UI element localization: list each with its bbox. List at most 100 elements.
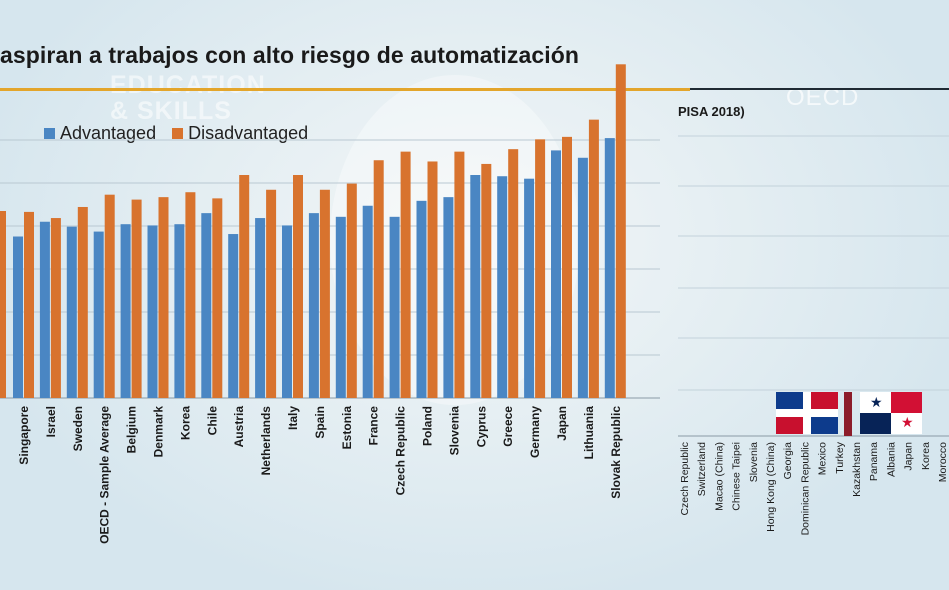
bar-disadvantaged-slovenia bbox=[454, 151, 465, 398]
panama-flag: ★ ★ bbox=[860, 392, 922, 434]
watermark-line1: EDUCATION bbox=[110, 71, 266, 99]
bar-advantaged-netherlands bbox=[255, 218, 266, 398]
right-tick-label-dominican-republic: Dominican Republic bbox=[799, 442, 811, 535]
right-tick-label-switzerland: Switzerland bbox=[696, 442, 708, 496]
legend-item-advantaged: Advantaged bbox=[44, 123, 156, 144]
x-tick-label-korea: Korea bbox=[178, 406, 192, 440]
bar-advantaged-lithuania bbox=[577, 157, 588, 398]
x-tick-label-italy: Italy bbox=[286, 406, 300, 430]
bar-disadvantaged-israel bbox=[50, 218, 61, 398]
x-tick-label-france: France bbox=[367, 406, 381, 446]
x-tick-label-netherlands: Netherlands bbox=[259, 406, 273, 476]
legend-item-disadvantaged: Disadvantaged bbox=[172, 123, 308, 144]
bar-disadvantaged-austria bbox=[239, 175, 250, 398]
bar-disadvantaged-singapore bbox=[24, 211, 34, 398]
right-tick-label-chinese-taipei: Chinese Taipei bbox=[731, 442, 743, 511]
bar-disadvantaged-france bbox=[373, 160, 384, 398]
x-tick-label-belgium: Belgium bbox=[125, 406, 139, 453]
bar-disadvantaged-greece bbox=[508, 149, 519, 398]
x-tick-label-japan: Japan bbox=[555, 406, 569, 441]
bar-disadvantaged-czech-republic bbox=[400, 151, 411, 398]
bar-disadvantaged-italy bbox=[293, 175, 303, 398]
bar-advantaged-chile bbox=[201, 213, 212, 398]
bar-disadvantaged-lithuania bbox=[588, 119, 599, 399]
bar-advantaged-denmark bbox=[147, 225, 158, 398]
chart-title: aspiran a trabajos con alto riesgo de au… bbox=[0, 42, 580, 68]
bar-advantaged-sweden bbox=[66, 226, 77, 398]
bar-advantaged-slovak-republic bbox=[604, 138, 615, 398]
x-tick-label-singapore: Singapore bbox=[17, 406, 31, 465]
bar-disadvantaged-poland bbox=[427, 161, 438, 398]
right-tick-label-turkey: Turkey bbox=[834, 441, 846, 473]
legend-swatch-disadvantaged bbox=[172, 128, 184, 139]
bar-disadvantaged-oecd-sample-average bbox=[104, 194, 115, 398]
right-tick-label-morocco: Morocco bbox=[937, 442, 949, 482]
x-tick-label-estonia: Estonia bbox=[340, 406, 354, 450]
right-tick-label-kazakhstan: Kazakhstan bbox=[851, 442, 863, 497]
x-tick-label-germany: Germany bbox=[528, 406, 542, 458]
bar-advantaged-czech-republic bbox=[389, 216, 400, 398]
bar-disadvantaged-cyprus bbox=[481, 163, 492, 398]
right-tick-label-japan: Japan bbox=[903, 442, 915, 471]
right-tick-label-slovenia: Slovenia bbox=[748, 442, 760, 482]
bar-disadvantaged-netherlands bbox=[266, 189, 277, 398]
bar-advantaged-israel bbox=[39, 221, 50, 398]
right-tick-label-georgia: Georgia bbox=[782, 442, 794, 480]
x-tick-label-cyprus: Cyprus bbox=[474, 406, 488, 448]
bar-advantaged-germany bbox=[524, 178, 535, 398]
bar-advantaged-belgium bbox=[120, 224, 131, 398]
country-flags: ★ ★ bbox=[776, 392, 922, 434]
flag-pole bbox=[844, 392, 852, 436]
x-tick-label-austria: Austria bbox=[232, 406, 246, 448]
dominican-republic-flag bbox=[776, 392, 838, 434]
right-tick-label-albania: Albania bbox=[885, 442, 897, 477]
x-tick-label-spain: Spain bbox=[313, 406, 327, 439]
right-tick-label-panama: Panama bbox=[868, 442, 880, 481]
legend-label-disadvantaged: Disadvantaged bbox=[188, 123, 309, 143]
bar-disadvantaged-clipped bbox=[0, 211, 6, 398]
bar-advantaged-japan bbox=[551, 150, 561, 398]
x-tick-label-denmark: Denmark bbox=[152, 406, 166, 458]
x-tick-label-oecd-sample-average: OECD - Sample Average bbox=[98, 406, 112, 544]
legend: Advantaged Disadvantaged bbox=[44, 123, 308, 144]
right-tick-label-czech-republic: Czech Republic bbox=[679, 442, 691, 516]
bar-advantaged-poland bbox=[416, 200, 427, 398]
bar-advantaged-austria bbox=[228, 234, 239, 398]
title-accent-rule bbox=[0, 88, 690, 91]
right-tick-label-hong-kong-china-: Hong Kong (China) bbox=[765, 442, 777, 532]
bar-advantaged-singapore bbox=[13, 236, 23, 398]
right-tick-label-korea: Korea bbox=[920, 442, 932, 470]
bar-disadvantaged-chile bbox=[212, 198, 223, 398]
education-skills-watermark: EDUCATION & SKILLS bbox=[110, 72, 266, 124]
x-tick-label-israel: Israel bbox=[44, 406, 58, 437]
x-tick-label-poland: Poland bbox=[421, 406, 435, 446]
bar-disadvantaged-estonia bbox=[346, 183, 357, 398]
bar-advantaged-spain bbox=[308, 213, 319, 398]
x-tick-label-greece: Greece bbox=[501, 406, 515, 447]
bar-disadvantaged-slovak-republic bbox=[615, 64, 626, 399]
bar-disadvantaged-belgium bbox=[131, 199, 142, 398]
watermark-line2: & SKILLS bbox=[110, 97, 232, 125]
x-tick-label-slovak-republic: Slovak Republic bbox=[609, 406, 623, 499]
bar-advantaged-oecd-sample-average bbox=[93, 231, 104, 398]
bar-disadvantaged-sweden bbox=[77, 206, 88, 398]
bar-advantaged-greece bbox=[497, 176, 508, 398]
bar-advantaged-estonia bbox=[335, 216, 346, 398]
bar-advantaged-france bbox=[362, 205, 373, 398]
x-tick-label-slovenia: Slovenia bbox=[447, 406, 461, 456]
x-tick-label-czech-republic: Czech Republic bbox=[394, 406, 408, 496]
bar-disadvantaged-korea bbox=[185, 192, 196, 398]
bar-advantaged-korea bbox=[174, 224, 185, 398]
right-chart-subtitle: PISA 2018) bbox=[678, 104, 745, 119]
legend-label-advantaged: Advantaged bbox=[60, 123, 157, 143]
legend-swatch-advantaged bbox=[44, 128, 55, 139]
bar-disadvantaged-denmark bbox=[158, 197, 169, 398]
bar-disadvantaged-spain bbox=[319, 189, 330, 398]
bar-disadvantaged-japan bbox=[562, 136, 572, 398]
bar-advantaged-cyprus bbox=[470, 175, 481, 398]
bar-advantaged-slovenia bbox=[443, 197, 454, 398]
x-tick-label-sweden: Sweden bbox=[71, 406, 85, 451]
right-tick-label-macao-china-: Macao (China) bbox=[713, 442, 725, 511]
right-tick-label-mexico: Mexico bbox=[817, 442, 829, 475]
